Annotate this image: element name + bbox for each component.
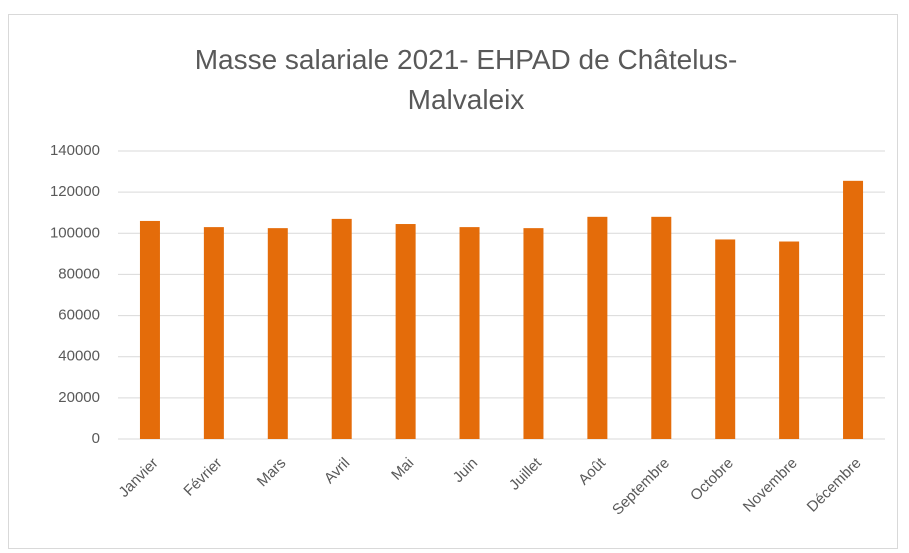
bar	[843, 180, 864, 440]
x-tick-label: Août	[575, 454, 609, 488]
bar	[459, 227, 480, 439]
x-tick-label: Janvier	[115, 455, 161, 501]
bar	[715, 239, 736, 439]
bar	[523, 228, 544, 439]
bar	[651, 216, 672, 439]
y-tick-label: 40000	[58, 348, 100, 365]
x-tick-label: Mai	[388, 455, 417, 484]
bar	[139, 220, 160, 439]
bar	[587, 216, 608, 439]
x-tick-label: Octobre	[687, 455, 737, 505]
bar	[395, 224, 416, 439]
y-tick-label: 100000	[50, 224, 100, 241]
y-tick-label: 60000	[58, 307, 100, 324]
y-tick-label: 20000	[58, 389, 100, 406]
x-tick-label: Mars	[254, 455, 290, 491]
x-tick-label: Juin	[450, 455, 481, 486]
x-tick-label: Février	[180, 455, 225, 500]
y-tick-label: 120000	[50, 183, 100, 200]
y-tick-label: 80000	[58, 265, 100, 282]
x-tick-label: Juillet	[506, 454, 546, 494]
y-tick-label: 0	[92, 430, 100, 447]
bar	[779, 241, 800, 439]
bar	[331, 218, 352, 439]
chart-title: Masse salariale 2021- EHPAD de Châtelus-…	[194, 44, 738, 115]
y-tick-label: 140000	[50, 142, 100, 159]
x-tick-label: Novembre	[740, 455, 801, 516]
chart-border	[8, 14, 898, 549]
x-tick-label: Décembre	[804, 455, 865, 516]
x-tick-label: Septembre	[609, 455, 673, 519]
bar	[203, 227, 224, 439]
bar	[267, 228, 288, 439]
x-tick-label: Avril	[321, 455, 353, 487]
